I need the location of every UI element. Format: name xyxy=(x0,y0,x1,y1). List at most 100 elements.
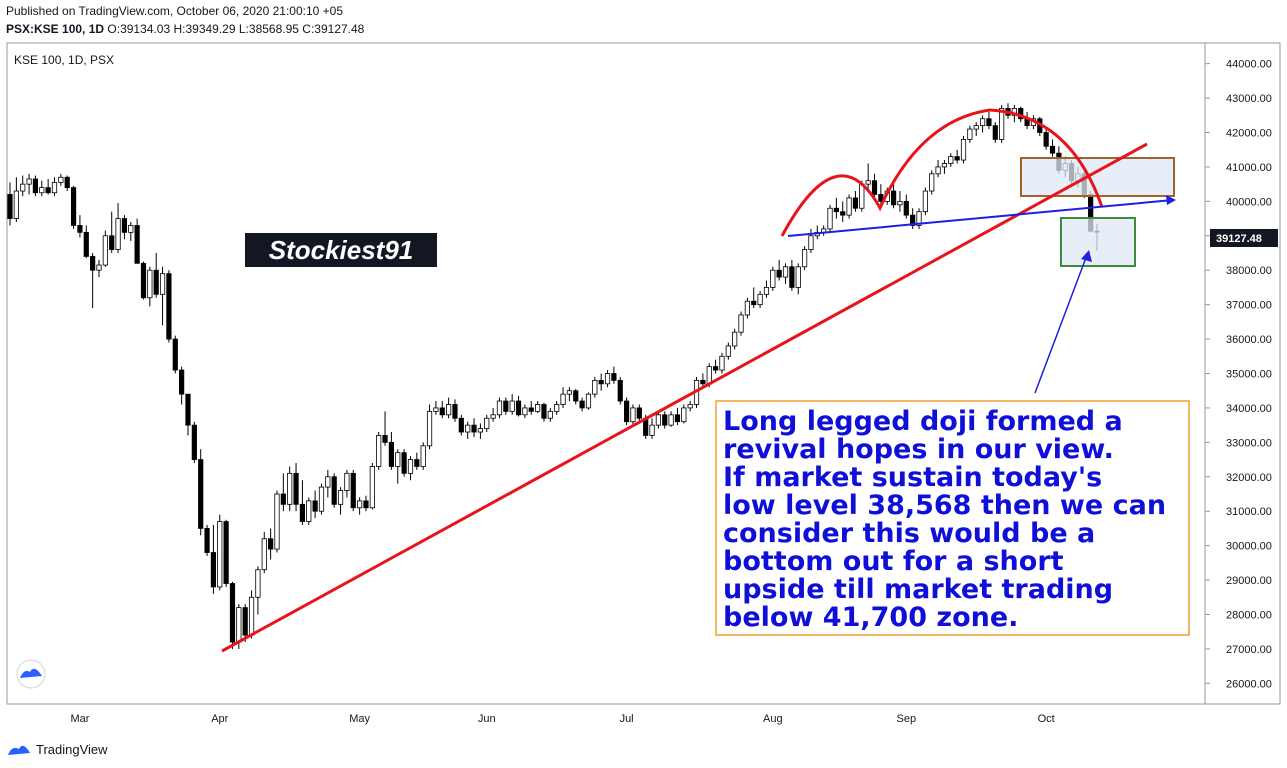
candle-body xyxy=(401,452,407,474)
y-tick-group: 44000.00 43000.00 42000.00 41000.00 40000.00… xyxy=(1205,59,1272,690)
candle-body xyxy=(109,235,115,250)
candle-body xyxy=(223,521,229,584)
y-tick-label: 28000.00 xyxy=(1226,609,1272,621)
chart-frame xyxy=(6,42,1281,705)
candle-body xyxy=(344,472,350,491)
candle-body xyxy=(967,128,973,140)
candle-body xyxy=(331,476,337,505)
candle-body xyxy=(490,414,496,419)
candle-body xyxy=(248,596,255,636)
candle-body xyxy=(776,269,782,278)
candle-body xyxy=(32,178,39,194)
candle-body xyxy=(147,269,153,299)
resistance-zone-box[interactable] xyxy=(1020,157,1175,197)
candle-body xyxy=(687,404,693,409)
candle-body xyxy=(477,428,483,433)
note-pointer-arrowhead xyxy=(1081,250,1092,262)
head-shoulders-curve[interactable] xyxy=(780,108,1104,237)
y-tick-label: 37000.00 xyxy=(1226,300,1272,312)
candle-body xyxy=(1043,132,1049,147)
candle-body xyxy=(198,459,204,529)
candle-body xyxy=(941,163,948,168)
footer-brand[interactable]: TradingView xyxy=(6,741,108,757)
y-tick-label: 29000.00 xyxy=(1226,575,1272,587)
candle-body xyxy=(420,445,426,467)
candle-body xyxy=(509,400,515,412)
candle-body xyxy=(503,400,509,412)
x-tick-label: Aug xyxy=(763,713,783,725)
x-tick-label: Jun xyxy=(478,713,496,725)
candle-body xyxy=(242,607,248,636)
close-value: 39127.48 xyxy=(314,22,365,36)
candle-body xyxy=(236,607,242,643)
candle-body xyxy=(681,407,687,423)
candle-body xyxy=(299,503,306,522)
candle-body xyxy=(871,180,878,195)
y-tick-label: 43000.00 xyxy=(1226,93,1272,105)
candle-body xyxy=(166,273,172,340)
candle-body xyxy=(840,211,846,216)
candle-body xyxy=(973,125,979,130)
y-tick-label: 42000.00 xyxy=(1226,128,1272,140)
candle-body xyxy=(70,187,77,226)
candle-body xyxy=(77,225,83,233)
watermark-text: Stockiest91 xyxy=(269,235,414,265)
candle-body xyxy=(128,225,134,233)
last-price-label: 39127.48 xyxy=(1216,233,1262,245)
candle-body xyxy=(738,314,744,333)
note-box[interactable] xyxy=(715,400,1190,636)
candle-body xyxy=(935,166,941,175)
x-tick-label: May xyxy=(349,713,370,725)
note-text-line: If market sustain today's xyxy=(723,462,1102,493)
candle-body xyxy=(890,190,897,206)
candle-body xyxy=(318,486,325,512)
candle-body xyxy=(312,500,318,512)
candle-body xyxy=(388,441,395,467)
y-tick-label: 38000.00 xyxy=(1226,265,1272,277)
candle-body xyxy=(528,407,534,412)
candle-body xyxy=(827,207,833,230)
candles-group xyxy=(7,103,1100,649)
candle-body xyxy=(960,138,967,161)
candle-body xyxy=(630,407,636,423)
note-pointer-arrow[interactable] xyxy=(1034,254,1088,394)
candle-body xyxy=(140,262,147,299)
support-zone-box[interactable] xyxy=(1060,217,1136,267)
candle-body xyxy=(554,404,560,412)
high-label: H: xyxy=(173,22,186,36)
trendline[interactable] xyxy=(221,142,1148,653)
y-tick-label: 36000.00 xyxy=(1226,334,1272,346)
y-tick-label: 27000.00 xyxy=(1226,644,1272,656)
candle-body xyxy=(134,225,140,264)
candle-body xyxy=(255,569,261,598)
candle-body xyxy=(789,266,795,288)
candle-body xyxy=(636,407,642,419)
candle-body xyxy=(159,273,166,295)
chart-title: KSE 100, 1D, PSX xyxy=(14,53,114,67)
footer-brand-label: TradingView xyxy=(36,741,108,757)
candle-body xyxy=(382,435,388,443)
x-tick-label: Mar xyxy=(70,713,89,725)
candle-body xyxy=(121,218,128,233)
note-text-line: low level 38,568 then we can xyxy=(723,490,1166,521)
candle-body xyxy=(649,424,655,436)
candle-body xyxy=(83,231,89,257)
candle-body xyxy=(515,400,522,416)
candle-body xyxy=(782,266,789,278)
y-tick-label: 35000.00 xyxy=(1226,369,1272,381)
candle-body xyxy=(852,197,859,209)
candle-body xyxy=(846,197,852,216)
candle-body xyxy=(268,538,274,550)
neckline[interactable] xyxy=(787,199,1174,237)
x-tick-label: Jul xyxy=(620,713,634,725)
tradingview-chart-logo-icon[interactable] xyxy=(16,659,46,689)
open-label: O: xyxy=(107,22,121,36)
candle-body xyxy=(986,118,992,127)
candle-body xyxy=(58,176,64,183)
candle-body xyxy=(655,414,661,426)
candle-body xyxy=(20,183,26,192)
candle-body xyxy=(274,493,280,550)
candle-body xyxy=(395,452,401,467)
candle-body xyxy=(51,182,58,194)
